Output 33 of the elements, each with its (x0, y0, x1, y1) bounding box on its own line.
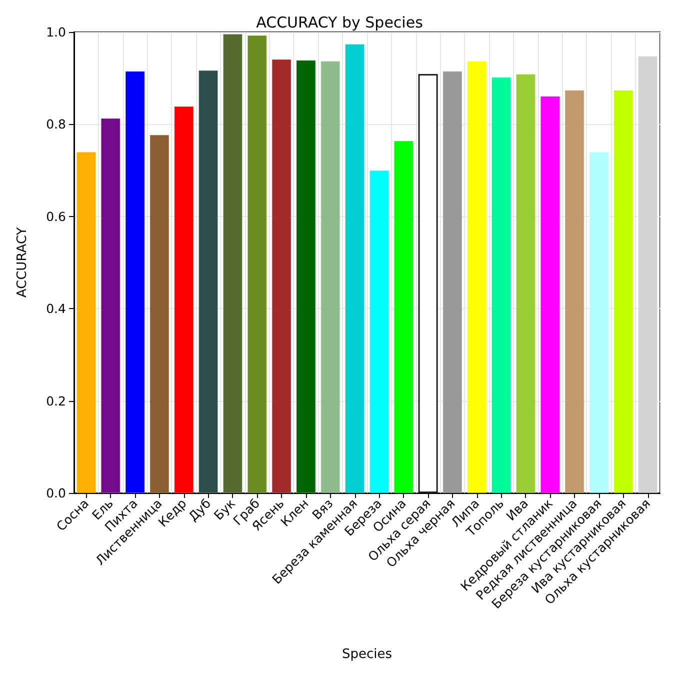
y-tick-label: 0.2 (46, 393, 66, 408)
bar (418, 74, 438, 493)
bar (614, 90, 634, 493)
bar (516, 74, 536, 493)
bar (272, 59, 292, 493)
x-axis-title: Species (342, 647, 392, 662)
bar (100, 118, 120, 493)
y-tick-label: 0.8 (46, 116, 66, 132)
y-tick-label: 1.0 (46, 24, 66, 40)
bar (247, 35, 267, 493)
bar (125, 71, 145, 493)
bar (540, 96, 560, 493)
bar (174, 106, 194, 493)
y-tick-label: 0.6 (46, 208, 66, 224)
bar (345, 44, 365, 493)
bar (492, 77, 512, 493)
y-tick-label: 0.4 (46, 301, 66, 316)
bar (320, 61, 340, 493)
y-axis-title: ACCURACY (15, 227, 30, 298)
bar (76, 152, 96, 493)
bar (198, 70, 218, 493)
bar (564, 90, 584, 493)
bar (638, 56, 658, 493)
bar (589, 152, 609, 493)
bar (442, 71, 462, 493)
bar (394, 140, 414, 493)
y-tick-label: 0.0 (46, 486, 66, 500)
chart-title: ACCURACY by Species (256, 14, 424, 32)
bar (467, 61, 487, 493)
bar (222, 34, 242, 493)
bar (369, 170, 389, 493)
bar (150, 134, 170, 493)
bar (296, 60, 316, 493)
